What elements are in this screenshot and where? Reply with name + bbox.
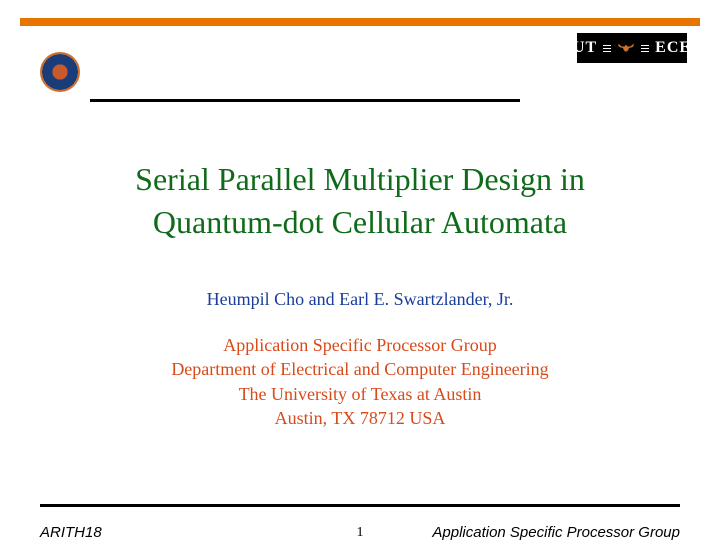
footer: ARITH18 1 Application Specific Processor… — [40, 524, 680, 541]
footer-divider — [40, 504, 680, 507]
affiliation-address: Austin, TX 78712 USA — [0, 406, 720, 430]
top-accent-bar — [20, 18, 700, 26]
logo-lines-left — [603, 45, 611, 52]
affiliation-university: The University of Texas at Austin — [0, 382, 720, 406]
footer-conference: ARITH18 — [40, 524, 357, 541]
ut-ece-logo: UT ECE — [577, 33, 687, 63]
footer-group: Application Specific Processor Group — [364, 524, 681, 541]
affiliation-block: Application Specific Processor Group Dep… — [0, 333, 720, 430]
longhorn-icon — [617, 41, 635, 55]
page-number: 1 — [357, 525, 364, 541]
logo-ece-text: ECE — [655, 39, 691, 57]
title-line-2: Quantum-dot Cellular Automata — [0, 201, 720, 244]
affiliation-department: Department of Electrical and Computer En… — [0, 357, 720, 381]
university-seal-icon — [40, 52, 80, 92]
authors: Heumpil Cho and Earl E. Swartzlander, Jr… — [0, 289, 720, 310]
title-line-1: Serial Parallel Multiplier Design in — [0, 158, 720, 201]
affiliation-group: Application Specific Processor Group — [0, 333, 720, 357]
logo-lines-right — [641, 45, 649, 52]
logo-ut-text: UT — [573, 39, 597, 57]
header-underline — [90, 99, 520, 102]
slide-title: Serial Parallel Multiplier Design in Qua… — [0, 158, 720, 244]
